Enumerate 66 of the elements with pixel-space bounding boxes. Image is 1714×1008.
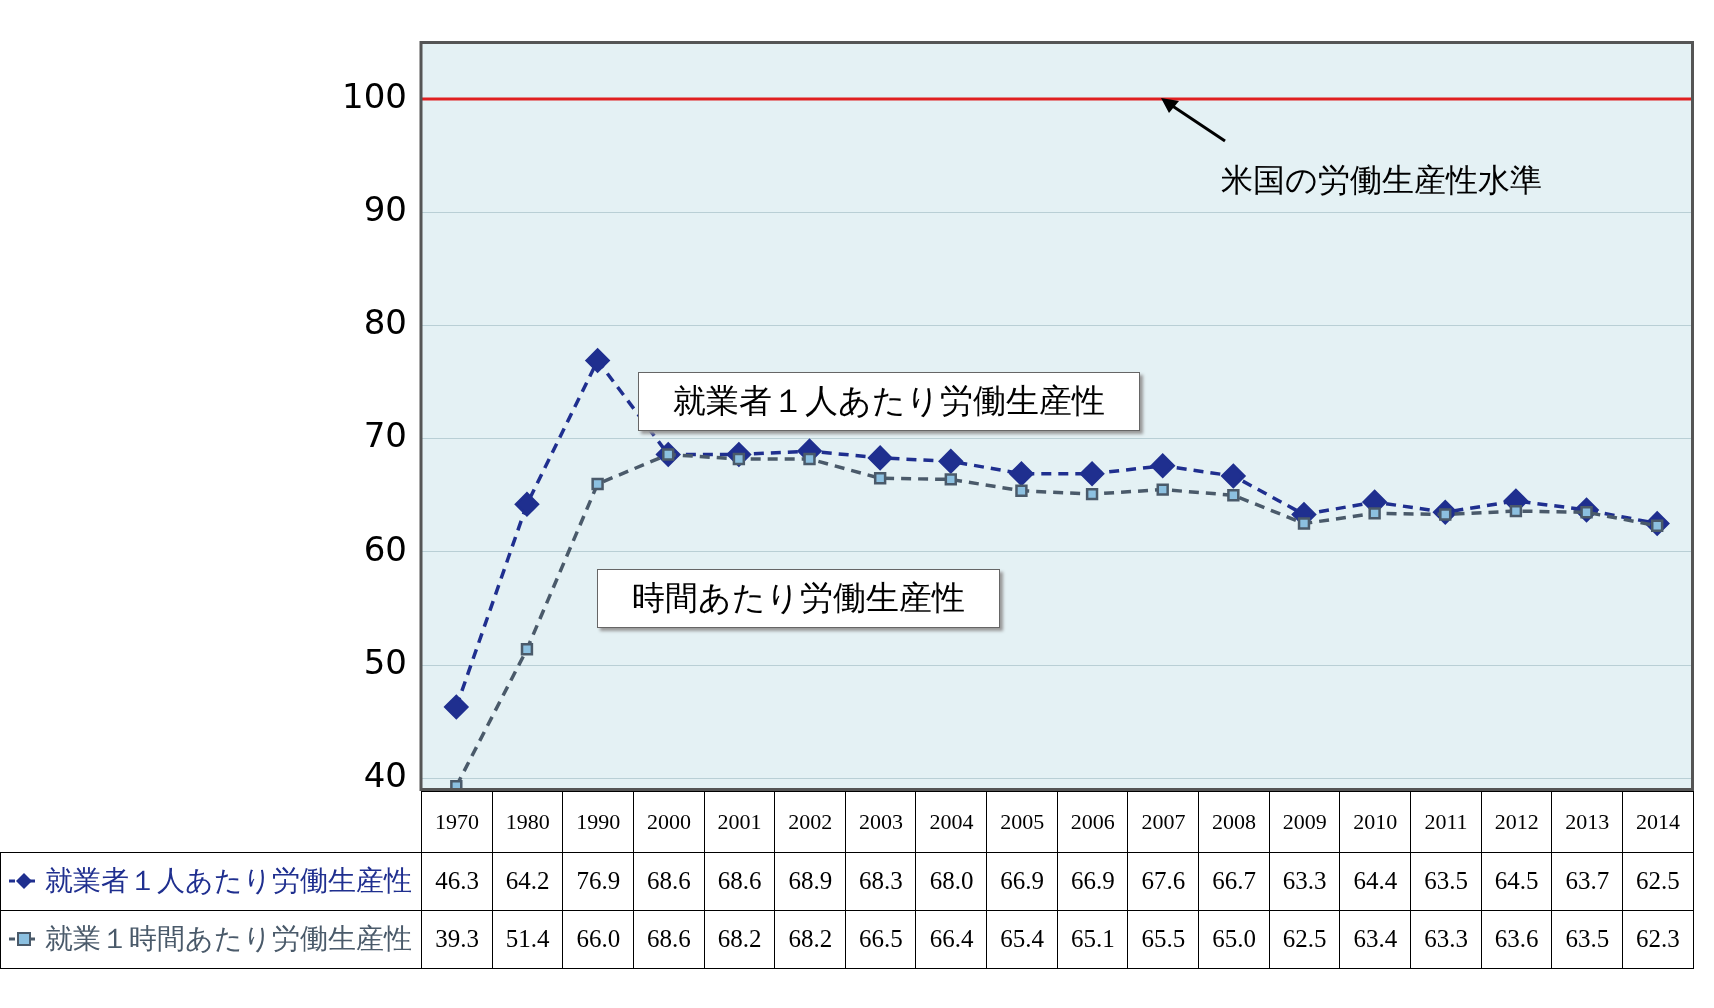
- data-label: 66.4: [915, 909, 988, 970]
- data-label: 67.6: [1127, 851, 1200, 912]
- data-label: 68.6: [703, 851, 776, 912]
- x-tick-label: 2006: [1056, 790, 1129, 853]
- data-label: 65.1: [1056, 909, 1129, 970]
- x-tick-label: 2001: [703, 790, 776, 853]
- y-tick-label: 70: [363, 415, 407, 456]
- y-tick-label: 80: [363, 302, 407, 343]
- data-label: 65.5: [1127, 909, 1200, 970]
- annotation: 時間あたり労働生産性: [597, 569, 1000, 629]
- x-tick-label: 2010: [1339, 790, 1412, 853]
- data-label: 62.3: [1621, 909, 1694, 970]
- data-label: 66.5: [844, 909, 917, 970]
- x-tick-label: 1980: [491, 790, 564, 853]
- data-label: 39.3: [421, 909, 494, 970]
- ref-line-label: 米国の労働生産性水準: [1221, 161, 1542, 200]
- data-label: 63.3: [1409, 909, 1483, 970]
- data-label: 63.5: [1551, 909, 1624, 970]
- x-tick-label: 2004: [915, 790, 988, 853]
- x-tick-label: 2000: [632, 790, 706, 853]
- data-label: 64.2: [491, 851, 564, 912]
- legend-label: 就業１時間あたり労働生産性: [45, 922, 412, 957]
- data-label: 63.4: [1339, 909, 1412, 970]
- x-tick-label: 2014: [1621, 790, 1694, 853]
- data-label: 65.0: [1198, 909, 1271, 970]
- data-label: 64.4: [1339, 851, 1412, 912]
- x-tick-label: 2005: [986, 790, 1059, 853]
- data-label: 68.9: [774, 851, 847, 912]
- data-label: 46.3: [421, 851, 494, 912]
- y-tick-label: 60: [363, 528, 407, 569]
- data-label: 76.9: [562, 851, 635, 912]
- x-tick-label: 2013: [1551, 790, 1624, 853]
- data-label: 63.3: [1268, 851, 1341, 912]
- data-label: 68.6: [632, 851, 706, 912]
- annotation: 就業者１人あたり労働生産性: [638, 372, 1140, 432]
- x-tick-label: 2011: [1409, 790, 1483, 853]
- x-tick-label: 1970: [421, 790, 494, 853]
- y-tick-label: 100: [342, 75, 407, 116]
- y-tick-label: 40: [363, 755, 407, 796]
- data-label: 64.5: [1480, 851, 1553, 912]
- legend-label: 就業者１人あたり労働生産性: [45, 864, 412, 899]
- data-label: 63.6: [1480, 909, 1553, 970]
- x-tick-label: 2008: [1198, 790, 1271, 853]
- x-tick-label: 2009: [1268, 790, 1341, 853]
- data-label: 68.3: [844, 851, 917, 912]
- x-tick-label: 1990: [562, 790, 635, 853]
- data-label: 65.4: [986, 909, 1059, 970]
- y-tick-label: 50: [363, 641, 407, 682]
- x-tick-label: 2012: [1480, 790, 1553, 853]
- data-label: 66.9: [986, 851, 1059, 912]
- data-label: 51.4: [491, 909, 564, 970]
- data-label: 68.2: [703, 909, 776, 970]
- data-label: 68.6: [632, 909, 706, 970]
- data-label: 62.5: [1621, 851, 1694, 912]
- data-label: 62.5: [1268, 909, 1341, 970]
- data-label: 66.9: [1056, 851, 1129, 912]
- data-label: 63.5: [1409, 851, 1483, 912]
- x-tick-label: 2002: [774, 790, 847, 853]
- y-tick-label: 90: [363, 189, 407, 230]
- data-label: 68.0: [915, 851, 988, 912]
- x-tick-label: 2007: [1127, 790, 1200, 853]
- data-label: 68.2: [774, 909, 847, 970]
- x-tick-label: 2003: [844, 790, 917, 853]
- data-label: 66.7: [1198, 851, 1271, 912]
- data-label: 66.0: [562, 909, 635, 970]
- data-label: 63.7: [1551, 851, 1624, 912]
